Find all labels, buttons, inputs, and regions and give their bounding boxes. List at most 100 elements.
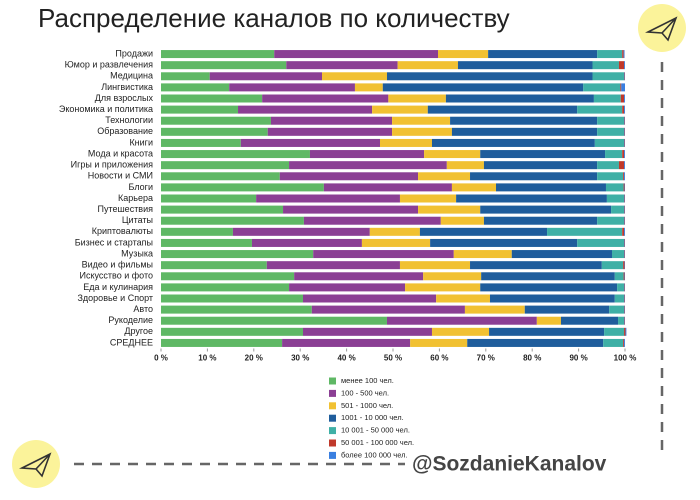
category-label: Рукоделие <box>108 315 153 325</box>
bar-segment <box>266 261 400 270</box>
bar-segment <box>583 83 621 92</box>
bar-segment <box>592 72 625 81</box>
legend-swatch <box>329 439 336 447</box>
x-tick-label: 60 % <box>430 354 448 363</box>
bar-segment <box>399 261 471 270</box>
watermark: @SozdanieKanalov <box>412 453 607 476</box>
bar-segment <box>161 305 312 314</box>
bar-segment <box>623 338 625 347</box>
legend-label: менее 100 чел. <box>341 376 394 385</box>
bar-segment <box>622 50 624 59</box>
category-label: Технологии <box>105 115 153 125</box>
category-label: Авто <box>133 304 153 314</box>
bar-segment <box>614 294 625 303</box>
category-label: Криптовалюты <box>92 226 153 236</box>
x-tick-label: 100 % <box>614 354 637 363</box>
bar-segment <box>427 105 578 114</box>
bar-segment <box>480 150 606 159</box>
bar-segment <box>289 283 406 292</box>
bar-segment <box>624 338 625 347</box>
legend-swatch <box>329 414 336 422</box>
legend-swatch <box>329 377 336 385</box>
category-label: Медицина <box>110 71 153 81</box>
bar-segment <box>593 94 621 103</box>
bar-segment <box>270 116 393 125</box>
bar-segment <box>369 227 420 236</box>
category-label: Музыка <box>121 248 153 258</box>
bar-segment <box>624 150 625 159</box>
bar-segment <box>431 327 490 336</box>
bar-segment <box>161 250 314 259</box>
chart-title: Распределение каналов по количеству <box>38 3 510 33</box>
bar-segment <box>302 327 432 336</box>
bar-segment <box>161 327 303 336</box>
bar-segment <box>161 283 290 292</box>
category-label: Книги <box>129 137 153 147</box>
bar-segment <box>464 305 525 314</box>
bar-segment <box>322 72 387 81</box>
bar-segment <box>354 83 383 92</box>
bar-segment <box>624 227 625 236</box>
bar-segment <box>605 150 623 159</box>
category-label: Для взрослых <box>95 93 154 103</box>
bar-segment <box>451 127 598 136</box>
bar-segment <box>601 261 624 270</box>
category-label: Продажи <box>115 48 153 58</box>
category-label: Экономика и политика <box>59 104 153 114</box>
bar-segment <box>489 327 605 336</box>
bar-segment <box>283 205 419 214</box>
bar-segment <box>597 116 625 125</box>
bar-segment <box>614 272 624 281</box>
bar-segment <box>547 227 623 236</box>
bar-segment <box>240 138 381 147</box>
bar-segment <box>457 61 593 70</box>
bar-segment <box>361 238 431 247</box>
bar-segment <box>161 127 268 136</box>
bar-segment <box>624 94 625 103</box>
bar-segment <box>161 272 295 281</box>
category-label: Искусство и фото <box>80 271 153 281</box>
bar-segment <box>592 61 619 70</box>
bar-segment <box>161 161 290 170</box>
bar-segment <box>380 138 432 147</box>
bar-segment <box>622 227 625 236</box>
bar-segment <box>161 194 257 203</box>
bar-segment <box>446 161 484 170</box>
bar-segment <box>232 227 370 236</box>
bar-segment <box>480 205 612 214</box>
bar-segment <box>624 161 625 170</box>
bar-segment <box>282 338 411 347</box>
x-tick-label: 90 % <box>569 354 587 363</box>
bar-segment <box>618 161 625 170</box>
legend-swatch <box>329 402 336 410</box>
bar-segment <box>382 83 584 92</box>
bar-segment <box>309 150 425 159</box>
bar-segment <box>303 216 441 225</box>
bar-segment <box>372 105 428 114</box>
bar-segment <box>161 316 387 325</box>
bar-segment <box>536 316 561 325</box>
bar-segment <box>161 172 280 181</box>
bar-segment <box>161 216 304 225</box>
bar-segment <box>488 50 598 59</box>
legend-label: более 100 000 чел. <box>341 450 408 459</box>
bar-segment <box>604 327 625 336</box>
category-label: Юмор и развлечения <box>65 60 153 70</box>
bar-segment <box>238 105 373 114</box>
bar-segment <box>161 105 239 114</box>
category-label: Образование <box>97 126 153 136</box>
bar-segment <box>436 294 490 303</box>
plane-icon <box>19 452 52 478</box>
bar-segment <box>424 150 481 159</box>
bar-segment <box>451 183 497 192</box>
bar-segment <box>294 272 424 281</box>
bar-segment <box>577 238 625 247</box>
bar-segment <box>161 116 271 125</box>
bar-segment <box>617 283 625 292</box>
bar-segment <box>323 183 452 192</box>
bar-segment <box>621 83 625 92</box>
bar-segment <box>438 50 489 59</box>
bar-segment <box>388 94 446 103</box>
bar-segment <box>594 138 625 147</box>
